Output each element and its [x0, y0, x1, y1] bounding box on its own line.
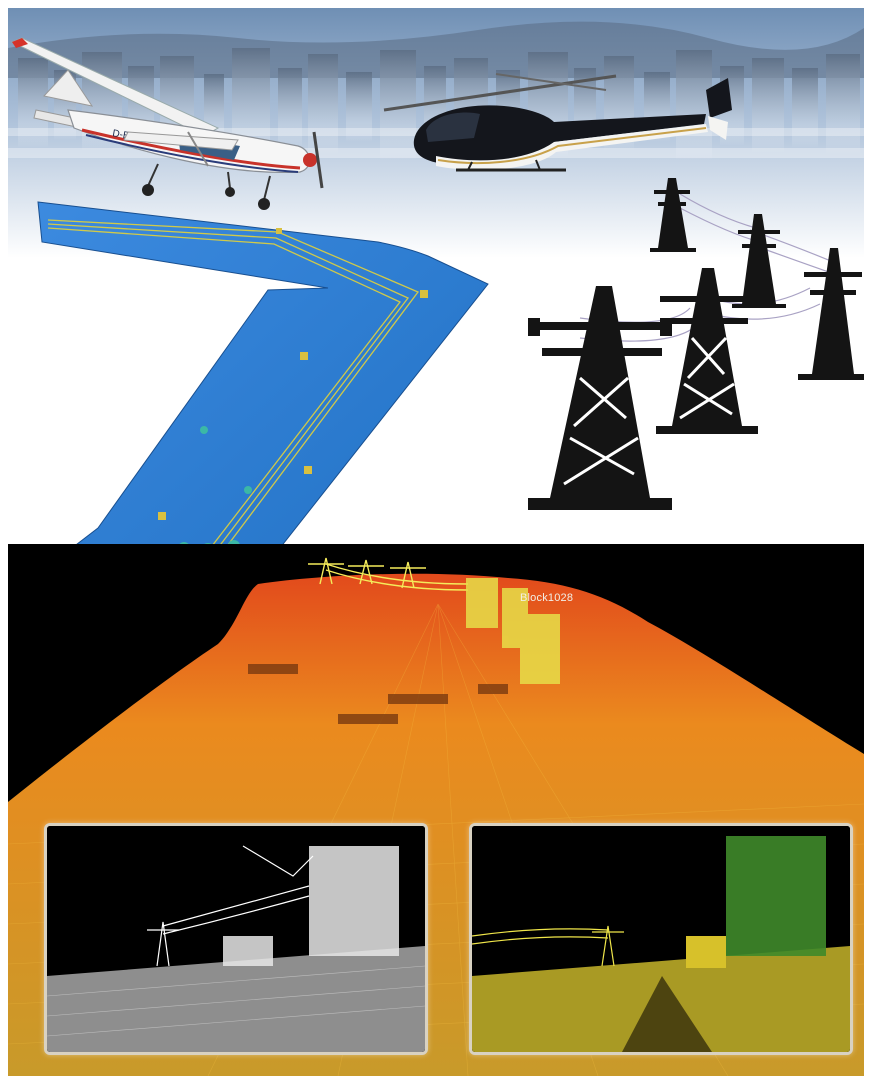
composite-illustration: D-EBMW: [8, 8, 864, 1076]
inset-colored-point-cloud: [469, 823, 853, 1055]
helicopter-icon: [383, 73, 732, 172]
point-cloud-label: Block1028: [520, 592, 574, 604]
colored-point-cloud-view: [472, 826, 850, 1052]
inset-white-point-cloud: [44, 823, 428, 1055]
power-tower-icon: [528, 178, 864, 510]
airplane-icon: D-EBMW: [10, 37, 324, 210]
white-point-cloud-view: [47, 826, 425, 1052]
